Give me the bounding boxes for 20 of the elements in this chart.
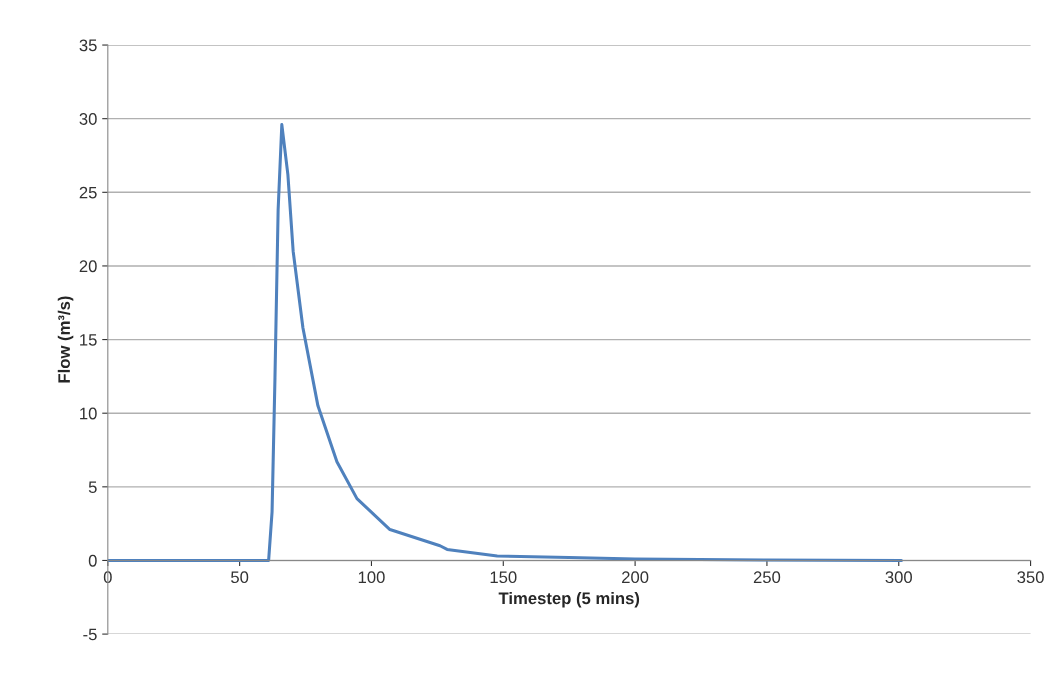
x-tick-label: 0 [103,571,112,584]
y-tick-label: 0 [88,554,97,567]
x-axis-title: Timestep (5 mins) [498,591,640,608]
y-tick-label: 30 [79,113,97,125]
x-tick-label: 250 [753,571,781,584]
y-tick-label: 25 [79,186,97,199]
x-tick-label: 350 [1017,571,1044,584]
y-tick-label: -5 [83,628,97,641]
x-tick-label: 150 [490,571,517,584]
x-tick-label: 100 [358,571,385,584]
y-axis-title: Flow (m³/s) [57,296,74,383]
x-tick-label: 300 [885,571,913,584]
y-tick-label: 15 [80,334,97,346]
y-tick-label: 20 [79,260,97,273]
y-tick-label: 35 [79,39,97,52]
y-tick-label: 5 [88,481,97,494]
x-tick-label: 200 [622,571,649,584]
line-series [107,123,903,562]
y-tick-label: 10 [80,407,97,420]
x-tick-label: 50 [231,571,249,584]
